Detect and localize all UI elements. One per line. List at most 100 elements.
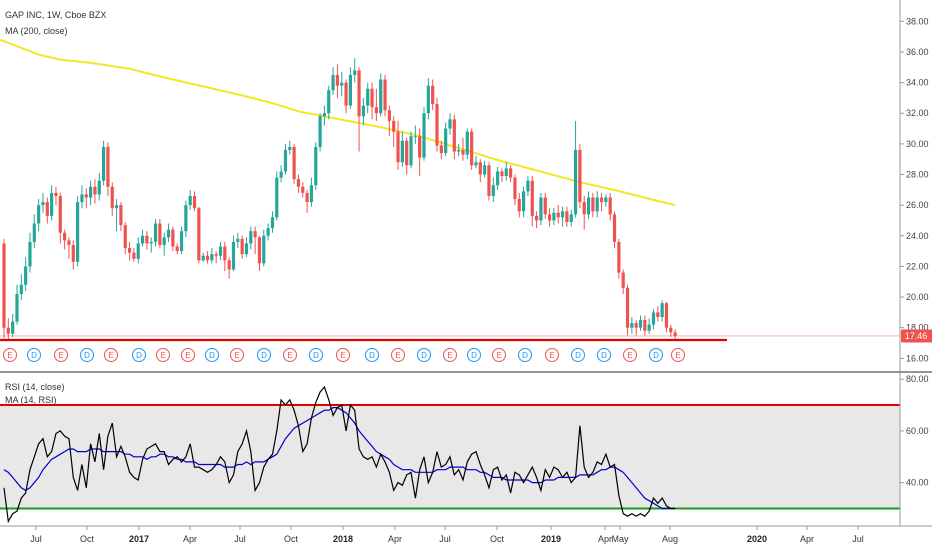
candle bbox=[45, 197, 49, 224]
candle bbox=[318, 113, 322, 152]
rsi-ma-legend[interactable]: MA (14, RSI) bbox=[5, 395, 57, 405]
candle-body bbox=[54, 192, 58, 196]
candle-body bbox=[530, 180, 534, 216]
time-tick-label: May bbox=[611, 534, 629, 544]
candle-body bbox=[604, 197, 608, 203]
candle-body bbox=[560, 211, 565, 218]
candle-body bbox=[448, 119, 452, 129]
candle-body bbox=[552, 212, 556, 221]
time-tick-label: Aug bbox=[662, 534, 678, 544]
dividend-marker[interactable]: D bbox=[597, 348, 611, 362]
candle-body bbox=[132, 252, 136, 259]
ma200-legend[interactable]: MA (200, close) bbox=[5, 26, 68, 36]
candle-body bbox=[175, 246, 179, 252]
candle bbox=[201, 252, 205, 262]
earnings-marker[interactable]: E bbox=[671, 348, 685, 362]
candle-body bbox=[28, 241, 32, 267]
event-marker-label: E bbox=[234, 351, 239, 360]
earnings-marker[interactable]: E bbox=[181, 348, 195, 362]
candle-body bbox=[673, 332, 677, 336]
candle-body bbox=[292, 146, 296, 180]
candle bbox=[223, 241, 227, 272]
earnings-marker[interactable]: E bbox=[283, 348, 297, 362]
candle bbox=[218, 241, 223, 261]
earnings-marker[interactable]: E bbox=[3, 348, 17, 362]
dividend-marker[interactable]: D bbox=[257, 348, 271, 362]
candle-body bbox=[405, 140, 409, 166]
candle bbox=[127, 241, 132, 261]
candle-body bbox=[638, 320, 643, 328]
event-marker-label: E bbox=[7, 351, 12, 360]
earnings-marker[interactable]: E bbox=[623, 348, 637, 362]
dividend-marker[interactable]: D bbox=[467, 348, 481, 362]
dividend-marker[interactable]: D bbox=[365, 348, 379, 362]
candle bbox=[253, 226, 257, 255]
rsi-legend[interactable]: RSI (14, close) bbox=[5, 382, 65, 392]
candle-body bbox=[296, 179, 301, 187]
candle-body bbox=[565, 211, 569, 222]
event-marker-circle bbox=[492, 348, 506, 362]
candle bbox=[392, 116, 396, 147]
candle bbox=[305, 189, 309, 213]
earnings-marker[interactable]: E bbox=[230, 348, 244, 362]
candle bbox=[11, 313, 15, 337]
candle bbox=[279, 165, 283, 183]
candle bbox=[656, 306, 660, 322]
candle bbox=[37, 199, 41, 232]
candle bbox=[573, 120, 578, 218]
earnings-marker[interactable]: E bbox=[545, 348, 559, 362]
candle-body bbox=[331, 74, 335, 91]
last-price-tag-text: 17.46 bbox=[905, 331, 928, 341]
dividend-marker[interactable]: D bbox=[309, 348, 323, 362]
event-marker-label: E bbox=[340, 351, 345, 360]
candle bbox=[474, 156, 478, 169]
dividend-marker[interactable]: D bbox=[132, 348, 146, 362]
candle-body bbox=[275, 177, 279, 218]
time-tick-label: Jul bbox=[439, 534, 451, 544]
price-tick-label: 38.00 bbox=[906, 16, 929, 26]
earnings-marker[interactable]: E bbox=[492, 348, 506, 362]
earnings-marker[interactable]: E bbox=[443, 348, 457, 362]
candle-body bbox=[444, 128, 448, 154]
candle bbox=[547, 208, 552, 227]
candle-body bbox=[413, 136, 417, 138]
candle bbox=[539, 192, 543, 226]
earnings-marker[interactable]: E bbox=[104, 348, 118, 362]
candle bbox=[15, 284, 19, 325]
dividend-marker[interactable]: D bbox=[417, 348, 431, 362]
candle bbox=[41, 192, 45, 213]
earnings-marker[interactable]: E bbox=[391, 348, 405, 362]
candle-body bbox=[15, 294, 19, 322]
dividend-marker[interactable]: D bbox=[80, 348, 94, 362]
time-axis[interactable]: Jul Oct 2017 Apr Jul Oct 2018 Apr Jul Oct 2019 Apr M… bbox=[0, 525, 932, 544]
rsi-axis[interactable]: 40.00 60.00 80.00 bbox=[899, 372, 929, 526]
candle bbox=[58, 192, 62, 244]
price-axis[interactable]: 16.00 18.00 20.00 22.00 24.00 26.00 28.00 30.00… bbox=[899, 0, 932, 372]
candle-body bbox=[586, 197, 591, 215]
candle-body bbox=[171, 229, 175, 247]
candle bbox=[478, 159, 482, 183]
event-marker-label: E bbox=[627, 351, 632, 360]
candle-body bbox=[63, 232, 67, 241]
earnings-marker[interactable]: E bbox=[156, 348, 170, 362]
candle-body bbox=[612, 214, 617, 242]
dividend-marker[interactable]: D bbox=[571, 348, 585, 362]
event-marker-circle bbox=[205, 348, 219, 362]
candle bbox=[617, 238, 621, 279]
dividend-marker[interactable]: D bbox=[518, 348, 532, 362]
earnings-marker[interactable]: E bbox=[336, 348, 350, 362]
candle-body bbox=[366, 88, 370, 106]
candle-body bbox=[244, 243, 249, 255]
candle bbox=[405, 137, 409, 175]
symbol-title[interactable]: GAP INC, 1W, Cboe BZX bbox=[5, 10, 106, 20]
dividend-marker[interactable]: D bbox=[649, 348, 663, 362]
price-tick-label: 18.00 bbox=[906, 323, 929, 333]
candle bbox=[309, 177, 314, 207]
candle-body bbox=[11, 321, 15, 334]
candle bbox=[409, 131, 413, 169]
earnings-marker[interactable]: E bbox=[54, 348, 68, 362]
dividend-marker[interactable]: D bbox=[27, 348, 41, 362]
price-tick-label: 30.00 bbox=[906, 139, 929, 149]
dividend-marker[interactable]: D bbox=[205, 348, 219, 362]
